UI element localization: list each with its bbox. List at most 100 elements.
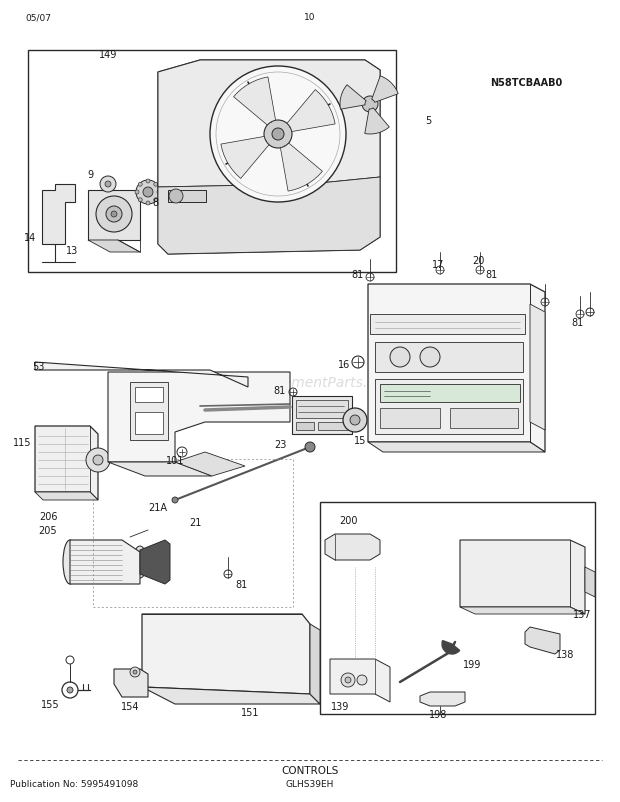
Polygon shape [140,541,170,585]
Polygon shape [325,534,380,561]
Polygon shape [88,241,140,253]
Polygon shape [460,541,585,614]
Circle shape [111,212,117,217]
Polygon shape [340,86,366,110]
Polygon shape [330,659,390,702]
Circle shape [169,190,183,204]
Text: 151: 151 [241,707,259,717]
Polygon shape [525,627,560,654]
Text: 199: 199 [463,659,481,669]
Text: 5: 5 [425,115,431,126]
Bar [292,396,352,435]
Text: 23: 23 [274,439,286,449]
Text: 139: 139 [331,701,349,711]
Polygon shape [35,363,248,387]
Polygon shape [420,692,465,706]
Bar [168,191,206,203]
Circle shape [154,183,157,187]
Circle shape [420,347,440,367]
Polygon shape [460,607,585,614]
Bar [135,387,163,403]
Circle shape [100,176,116,192]
Polygon shape [35,427,98,500]
Text: CONTROLS: CONTROLS [281,765,339,775]
Text: 81: 81 [352,269,364,280]
Circle shape [154,199,157,203]
Polygon shape [158,61,380,255]
Bar [93,460,293,607]
Text: 05/07: 05/07 [25,14,51,22]
Circle shape [272,129,284,141]
Polygon shape [365,109,389,135]
Circle shape [343,408,367,432]
Text: 149: 149 [99,50,117,60]
Text: GLHS39EH: GLHS39EH [286,780,334,788]
Text: 205: 205 [38,525,57,535]
Polygon shape [372,77,398,103]
Polygon shape [35,492,98,500]
Text: Publication No: 5995491098: Publication No: 5995491098 [10,780,138,788]
Text: 21A: 21A [149,502,167,512]
Bar [296,400,348,419]
Circle shape [357,675,367,685]
Polygon shape [530,305,545,431]
Text: 16: 16 [338,359,350,370]
Polygon shape [130,383,168,440]
Text: 20: 20 [472,256,484,265]
Bar [450,408,518,428]
Text: 81: 81 [486,269,498,280]
Text: ©ReplacementParts.com: ©ReplacementParts.com [223,375,397,390]
Circle shape [350,415,360,426]
Bar [380,384,520,403]
Text: 17: 17 [432,260,444,269]
Circle shape [138,183,142,187]
Text: 10: 10 [304,14,316,22]
Text: 206: 206 [38,512,57,521]
Text: 14: 14 [24,233,36,243]
Text: 53: 53 [32,362,44,371]
Polygon shape [158,178,380,255]
Polygon shape [175,452,245,476]
Text: 138: 138 [556,649,574,659]
Text: 81: 81 [274,386,286,395]
Polygon shape [310,624,320,704]
Polygon shape [70,541,140,585]
Circle shape [93,456,103,465]
Circle shape [390,347,410,367]
Bar [375,342,523,373]
Bar [296,423,314,431]
Circle shape [86,448,110,472]
Bar [375,379,523,435]
Polygon shape [368,285,545,452]
Circle shape [210,67,346,203]
Circle shape [143,188,153,198]
Circle shape [157,191,161,195]
Circle shape [136,180,160,205]
Text: 9: 9 [87,170,93,180]
Bar [135,412,163,435]
Polygon shape [108,373,290,463]
Polygon shape [142,687,320,704]
Text: 81: 81 [572,318,584,327]
Circle shape [106,207,122,223]
Polygon shape [108,463,212,476]
Bar [88,191,140,241]
Polygon shape [142,614,310,695]
Text: 8: 8 [152,198,158,208]
Circle shape [96,196,132,233]
Circle shape [264,121,292,149]
Circle shape [362,97,378,113]
Polygon shape [280,144,322,192]
Bar [380,408,440,428]
Circle shape [146,180,150,184]
Polygon shape [287,91,335,132]
Polygon shape [114,669,148,697]
Ellipse shape [63,541,77,585]
Text: 154: 154 [121,701,140,711]
Circle shape [146,202,150,206]
Circle shape [138,199,142,203]
Polygon shape [158,61,380,188]
Text: 101: 101 [166,456,184,465]
Polygon shape [221,137,269,179]
Text: 198: 198 [429,709,447,719]
